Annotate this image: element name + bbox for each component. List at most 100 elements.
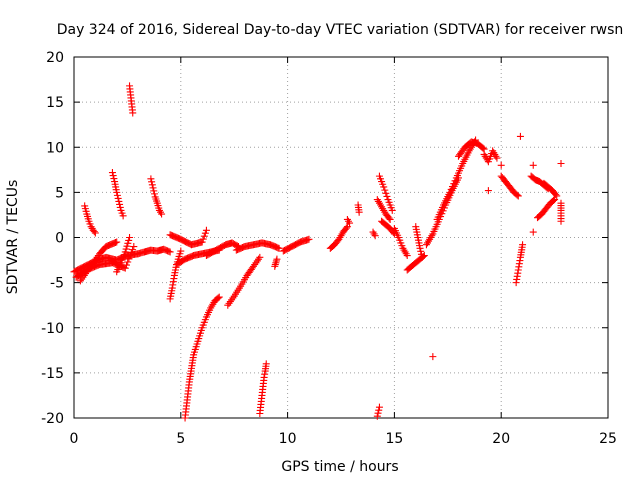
data-point	[403, 252, 411, 260]
data-point	[113, 238, 121, 246]
data-point	[166, 248, 174, 256]
data-point	[200, 232, 208, 240]
y-tick-label: 5	[55, 185, 64, 201]
data-point	[90, 228, 98, 236]
data-point	[126, 252, 134, 260]
y-tick-label: -15	[41, 366, 64, 382]
data-point	[214, 294, 222, 302]
data-point	[121, 248, 129, 256]
data-point	[116, 200, 124, 208]
x-tick-label: 10	[279, 431, 297, 447]
data-point	[374, 409, 382, 417]
data-point	[124, 239, 132, 247]
data-point	[149, 184, 157, 192]
data-point	[479, 144, 487, 152]
data-point	[114, 194, 122, 202]
data-point	[127, 249, 135, 257]
data-point	[416, 244, 424, 252]
data-point	[346, 219, 354, 227]
data-point	[513, 191, 521, 199]
data-points	[70, 82, 565, 422]
data-point	[129, 246, 137, 254]
x-tick-label: 0	[70, 431, 79, 447]
y-tick-label: 10	[46, 140, 64, 156]
y-tick-label: 0	[55, 231, 64, 247]
data-point	[119, 212, 127, 220]
data-point	[344, 217, 352, 225]
data-point	[375, 406, 383, 414]
data-point	[557, 159, 565, 167]
data-point	[116, 203, 124, 211]
data-point	[147, 175, 155, 183]
data-point	[148, 178, 156, 186]
data-point	[429, 353, 437, 361]
data-point	[275, 244, 283, 252]
data-point	[529, 161, 537, 169]
data-point	[129, 109, 137, 117]
data-point	[551, 196, 559, 204]
data-point	[125, 255, 133, 263]
data-point	[375, 403, 383, 411]
data-point	[370, 230, 378, 238]
data-point	[123, 242, 131, 250]
data-point	[446, 188, 454, 196]
data-point	[113, 188, 121, 196]
grid-lines	[74, 57, 608, 418]
data-point	[199, 235, 207, 243]
data-point	[110, 175, 118, 183]
y-tick-label: -10	[41, 321, 64, 337]
data-point	[418, 253, 426, 261]
data-point	[385, 214, 393, 222]
data-point	[382, 189, 390, 197]
data-point	[448, 183, 456, 191]
data-point	[215, 293, 223, 301]
data-point	[343, 223, 351, 231]
data-point	[130, 243, 138, 251]
data-point	[557, 217, 565, 225]
data-point	[388, 206, 396, 214]
axis-ticks: 0 5 10 15 20 25 -20 -15 -10 -5 0 5 10 15 20	[41, 50, 617, 447]
data-point	[484, 187, 492, 195]
data-point	[262, 360, 270, 368]
data-point	[371, 232, 379, 240]
data-point	[121, 264, 129, 272]
data-point	[493, 154, 501, 162]
data-point	[125, 236, 133, 244]
data-point	[417, 250, 425, 258]
data-point	[383, 192, 391, 200]
data-point	[516, 132, 524, 140]
data-point	[380, 183, 388, 191]
data-point	[256, 253, 264, 261]
data-point	[386, 215, 394, 223]
data-point	[126, 234, 134, 241]
data-point	[417, 247, 425, 255]
data-point	[113, 191, 121, 199]
y-tick-label: -5	[50, 276, 64, 292]
data-point	[381, 186, 389, 194]
data-point	[158, 210, 166, 218]
data-point	[373, 412, 381, 420]
data-point	[109, 172, 117, 180]
x-tick-label: 20	[492, 431, 510, 447]
y-tick-label: -20	[41, 411, 64, 427]
data-point	[122, 261, 130, 269]
y-tick-label: 15	[46, 95, 64, 111]
data-point	[150, 190, 158, 198]
data-point	[201, 229, 209, 237]
data-point	[273, 255, 281, 263]
data-point	[305, 235, 313, 243]
y-axis-label: SDTVAR / TECUs	[5, 180, 21, 295]
data-point	[529, 228, 537, 236]
data-point	[157, 208, 165, 216]
y-tick-label: 20	[46, 50, 64, 66]
data-point	[450, 180, 458, 188]
x-tick-label: 5	[176, 431, 185, 447]
chart-title: Day 324 of 2016, Sidereal Day-to-day VTE…	[57, 22, 624, 38]
data-point	[177, 247, 185, 255]
x-tick-label: 25	[599, 431, 617, 447]
data-point	[124, 258, 132, 266]
data-point	[497, 161, 505, 169]
data-point	[552, 191, 560, 199]
data-point	[198, 238, 206, 246]
data-point	[108, 169, 116, 177]
